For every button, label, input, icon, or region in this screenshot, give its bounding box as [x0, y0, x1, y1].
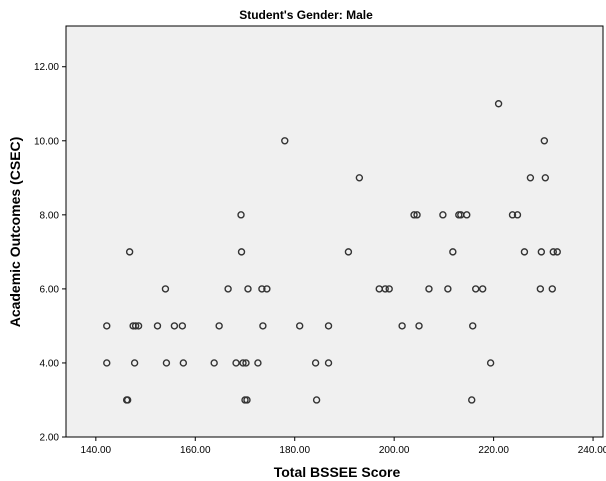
data-point	[413, 211, 421, 219]
data-point	[537, 248, 546, 256]
data-point	[553, 248, 561, 256]
data-point	[242, 359, 250, 367]
data-point	[439, 211, 447, 219]
data-point	[410, 211, 418, 219]
data-point	[469, 322, 477, 330]
y-tick-label: 12.00	[34, 62, 59, 73]
data-point	[472, 285, 480, 293]
data-point	[463, 211, 471, 219]
data-point	[324, 322, 333, 330]
data-point	[259, 322, 267, 330]
y-tick-label: 10.00	[34, 136, 59, 147]
data-point	[131, 322, 140, 330]
plot-area	[65, 25, 604, 438]
data-point	[536, 285, 545, 293]
y-axis-ticks: 2.00 4.00 6.00 8.00 10.00 12.00	[34, 62, 66, 444]
data-point	[153, 322, 162, 330]
data-point	[541, 174, 550, 182]
x-tick-label: 240.00	[578, 445, 606, 456]
data-point	[244, 285, 252, 293]
data-point	[540, 137, 549, 145]
data-point	[243, 396, 251, 404]
data-point	[494, 100, 503, 108]
data-point	[103, 322, 111, 330]
data-point	[123, 396, 132, 404]
x-tick-label: 200.00	[379, 445, 410, 456]
data-point	[324, 359, 333, 367]
data-point	[526, 174, 535, 182]
data-point	[513, 211, 522, 219]
x-axis-ticks: 140.00 160.00 180.00 200.00 220.00 240.00	[81, 437, 606, 456]
data-point	[311, 359, 320, 367]
x-tick-label: 140.00	[81, 445, 112, 456]
data-point	[444, 285, 452, 293]
data-point	[263, 285, 271, 293]
data-point	[520, 248, 529, 256]
data-point	[103, 359, 111, 367]
data-point	[125, 248, 134, 256]
chart-title: Student's Gender: Male	[239, 8, 373, 22]
y-tick-label: 8.00	[40, 210, 60, 221]
data-point	[178, 322, 187, 330]
data-point	[425, 285, 433, 293]
data-point	[478, 285, 487, 293]
data-point	[508, 211, 517, 219]
data-point	[215, 322, 223, 330]
data-point	[258, 285, 266, 293]
data-point	[161, 285, 170, 293]
data-point	[130, 359, 139, 367]
y-tick-label: 6.00	[40, 284, 60, 295]
data-point	[237, 211, 245, 219]
x-tick-label: 160.00	[180, 445, 211, 456]
data-point	[415, 322, 423, 330]
data-point	[344, 248, 353, 256]
x-tick-label: 220.00	[478, 445, 509, 456]
data-point	[170, 322, 179, 330]
data-point	[549, 248, 557, 256]
data-point	[449, 248, 457, 256]
data-point	[312, 396, 321, 404]
data-point	[486, 359, 495, 367]
data-point	[355, 174, 364, 182]
data-point	[281, 137, 289, 145]
y-tick-label: 2.00	[40, 433, 60, 444]
y-axis-title: Academic Outcomes (CSEC)	[7, 137, 23, 328]
data-point	[381, 285, 389, 293]
y-tick-label: 4.00	[40, 358, 60, 369]
data-point	[239, 359, 247, 367]
data-point	[232, 359, 240, 367]
data-point	[468, 396, 476, 404]
data-point	[179, 359, 188, 367]
data-points	[103, 100, 561, 404]
data-point	[134, 322, 143, 330]
data-point	[210, 359, 218, 367]
data-point	[548, 285, 556, 293]
x-tick-label: 180.00	[279, 445, 310, 456]
data-point	[295, 322, 304, 330]
data-point	[237, 248, 246, 256]
data-point	[224, 285, 232, 293]
data-point	[254, 359, 262, 367]
data-point	[398, 322, 406, 330]
x-axis-title: Total BSSEE Score	[274, 464, 401, 480]
data-point	[162, 359, 171, 367]
data-point	[385, 285, 393, 293]
